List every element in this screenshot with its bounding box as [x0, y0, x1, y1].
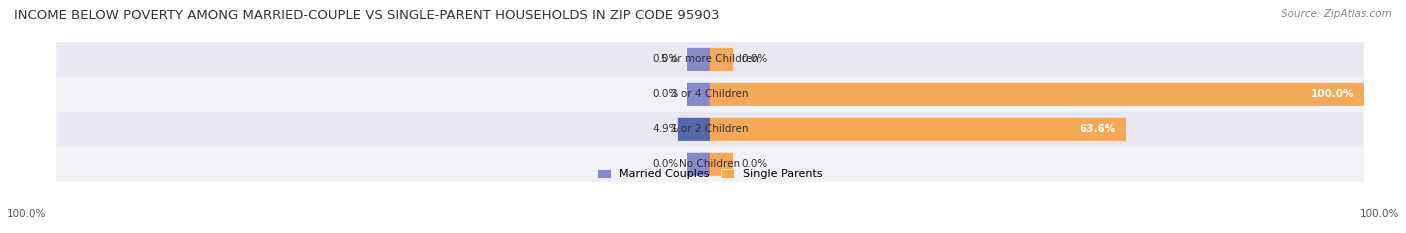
- FancyBboxPatch shape: [688, 153, 710, 176]
- FancyBboxPatch shape: [56, 147, 1364, 182]
- FancyBboxPatch shape: [688, 83, 710, 106]
- Text: 0.0%: 0.0%: [652, 159, 679, 169]
- Text: Source: ZipAtlas.com: Source: ZipAtlas.com: [1281, 9, 1392, 19]
- Legend: Married Couples, Single Parents: Married Couples, Single Parents: [598, 168, 823, 179]
- Text: 100.0%: 100.0%: [1310, 89, 1354, 99]
- Text: No Children: No Children: [679, 159, 741, 169]
- Text: 0.0%: 0.0%: [652, 89, 679, 99]
- Text: 63.6%: 63.6%: [1080, 124, 1116, 134]
- FancyBboxPatch shape: [678, 118, 710, 141]
- FancyBboxPatch shape: [710, 83, 1364, 106]
- Text: 4.9%: 4.9%: [652, 124, 679, 134]
- Text: 5 or more Children: 5 or more Children: [661, 55, 759, 64]
- Text: INCOME BELOW POVERTY AMONG MARRIED-COUPLE VS SINGLE-PARENT HOUSEHOLDS IN ZIP COD: INCOME BELOW POVERTY AMONG MARRIED-COUPL…: [14, 9, 720, 22]
- Text: 0.0%: 0.0%: [741, 55, 768, 64]
- FancyBboxPatch shape: [710, 48, 733, 71]
- Text: 0.0%: 0.0%: [741, 159, 768, 169]
- Text: 0.0%: 0.0%: [652, 55, 679, 64]
- FancyBboxPatch shape: [710, 153, 733, 176]
- FancyBboxPatch shape: [56, 112, 1364, 147]
- FancyBboxPatch shape: [710, 118, 1126, 141]
- FancyBboxPatch shape: [688, 48, 710, 71]
- FancyBboxPatch shape: [56, 42, 1364, 77]
- FancyBboxPatch shape: [56, 77, 1364, 112]
- Text: 3 or 4 Children: 3 or 4 Children: [671, 89, 749, 99]
- Text: 100.0%: 100.0%: [7, 209, 46, 219]
- Text: 1 or 2 Children: 1 or 2 Children: [671, 124, 749, 134]
- Text: 100.0%: 100.0%: [1360, 209, 1399, 219]
